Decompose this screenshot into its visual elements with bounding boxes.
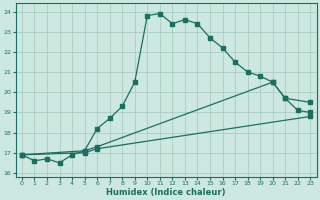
- X-axis label: Humidex (Indice chaleur): Humidex (Indice chaleur): [106, 188, 226, 197]
